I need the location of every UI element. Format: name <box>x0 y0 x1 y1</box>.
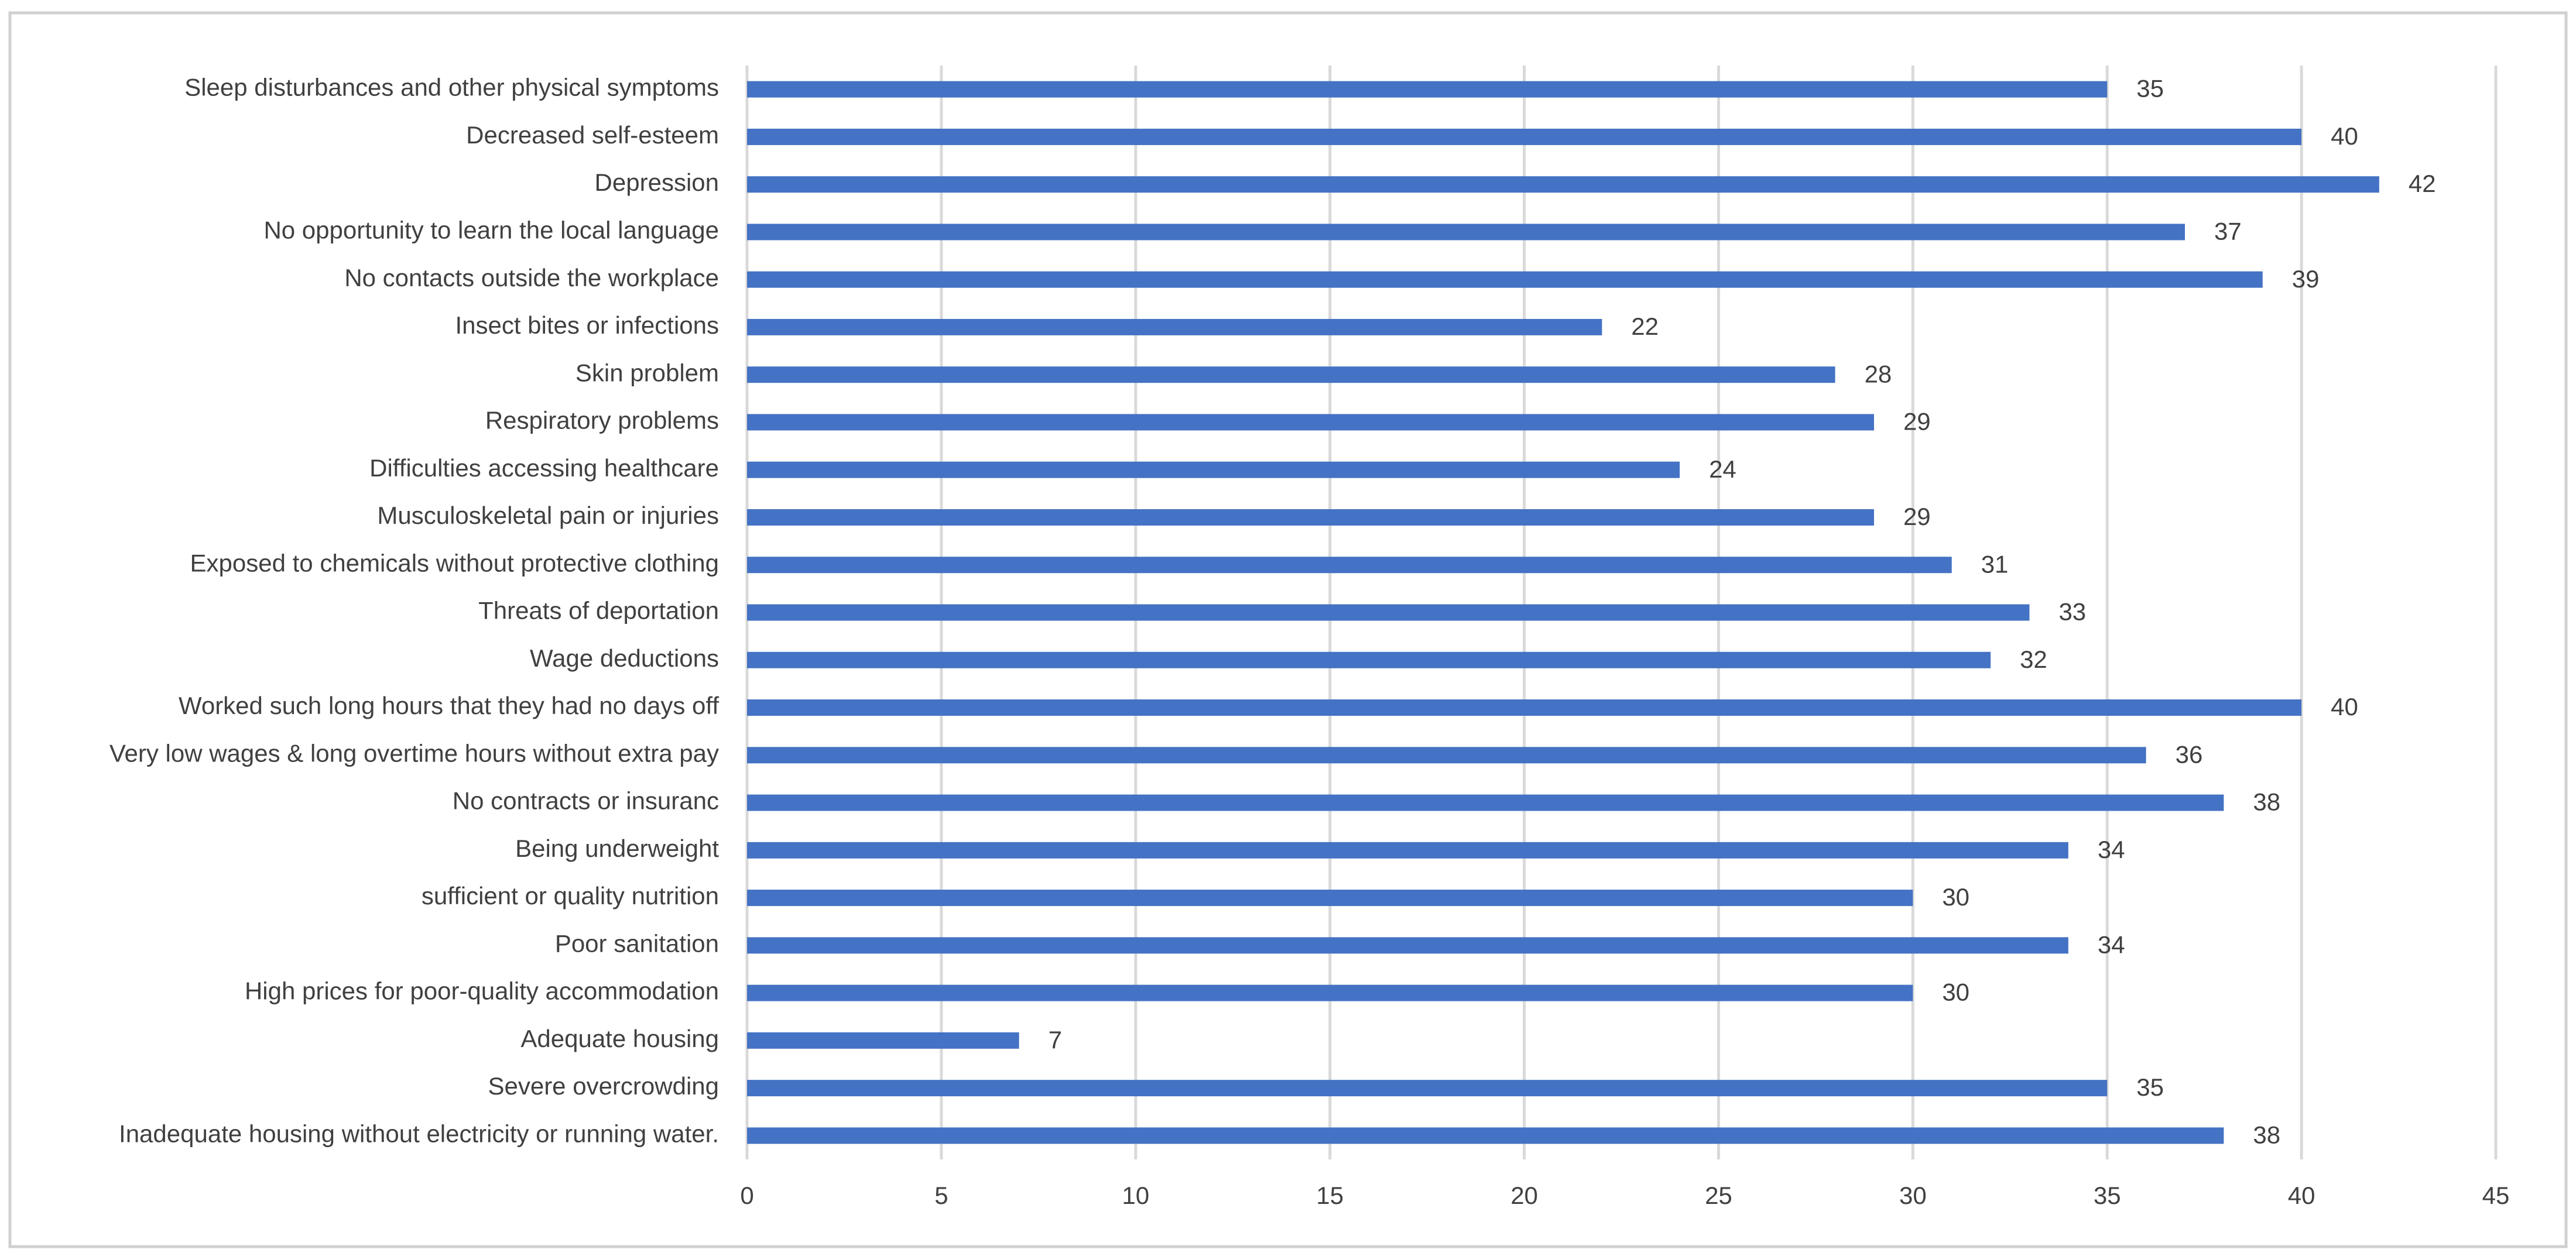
x-tick-label: 15 <box>1316 1182 1344 1209</box>
bar <box>747 461 1680 478</box>
y-tick-label: Insect bites or infections <box>455 311 719 339</box>
data-label: 34 <box>2098 931 2125 958</box>
bar <box>747 984 1913 1001</box>
bar <box>747 794 2224 811</box>
bar <box>747 271 2263 288</box>
y-tick-label: Musculoskeletal pain or injuries <box>377 502 719 529</box>
y-tick-label: Adequate housing <box>520 1025 719 1052</box>
y-tick-label: Decreased self-esteem <box>466 121 719 149</box>
y-tick-label: Inadequate housing without electricity o… <box>119 1120 719 1147</box>
y-tick-label: High prices for poor-quality accommodati… <box>245 977 719 1005</box>
data-label: 38 <box>2253 1121 2280 1148</box>
bar <box>747 842 2068 859</box>
bar <box>747 318 1602 335</box>
bar <box>747 890 1913 907</box>
y-tick-label: Poor sanitation <box>555 929 719 957</box>
data-label: 29 <box>1903 503 1931 530</box>
bar <box>747 128 2302 145</box>
bar <box>747 557 1952 574</box>
y-tick-label: Being underweight <box>515 835 719 862</box>
bar <box>747 651 1991 668</box>
data-label: 39 <box>2292 265 2320 293</box>
bar <box>747 81 2108 98</box>
y-tick-label: No opportunity to learn the local langua… <box>263 217 719 244</box>
data-label: 29 <box>1903 408 1931 435</box>
x-tick-label: 30 <box>1899 1182 1927 1209</box>
bar <box>747 1127 2224 1144</box>
data-label: 40 <box>2331 693 2358 720</box>
y-tick-label: Severe overcrowding <box>488 1072 719 1100</box>
bar <box>747 937 2068 954</box>
bar <box>747 699 2302 716</box>
data-label: 40 <box>2331 122 2358 150</box>
bar <box>747 604 2030 621</box>
x-tick-label: 5 <box>934 1182 948 1209</box>
x-tick-label: 35 <box>2094 1182 2121 1209</box>
y-tick-label: Threats of deportation <box>478 597 719 624</box>
bar <box>747 366 1835 383</box>
x-tick-label: 25 <box>1705 1182 1732 1209</box>
data-label: 38 <box>2253 788 2280 816</box>
data-label: 31 <box>1981 550 2009 578</box>
y-tick-label: Respiratory problems <box>485 407 719 434</box>
data-label: 35 <box>2136 75 2164 102</box>
bar <box>747 747 2146 764</box>
x-tick-label: 45 <box>2482 1182 2510 1209</box>
bar <box>747 509 1874 526</box>
data-label: 24 <box>1709 455 1736 483</box>
y-tick-label: No contacts outside the workplace <box>344 264 719 291</box>
bar <box>747 1032 1019 1049</box>
y-tick-label: No contracts or insuranc <box>453 787 719 815</box>
data-label: 28 <box>1865 360 1892 387</box>
bar <box>747 224 2185 241</box>
data-label: 37 <box>2214 218 2242 245</box>
bar <box>747 176 2379 193</box>
y-tick-label: sufficient or quality nutrition <box>422 882 719 910</box>
data-label: 32 <box>2020 646 2047 673</box>
x-tick-label: 0 <box>740 1182 753 1209</box>
y-tick-label: Skin problem <box>576 359 719 386</box>
chart-frame <box>8 11 2568 1248</box>
y-tick-label: Depression <box>595 169 719 196</box>
y-tick-label: Difficulties accessing healthcare <box>369 454 719 482</box>
y-tick-label: Wage deductions <box>530 644 719 672</box>
bar <box>747 1080 2108 1097</box>
data-label: 30 <box>1942 883 1969 911</box>
data-label: 42 <box>2409 170 2436 197</box>
y-tick-label: Sleep disturbances and other physical sy… <box>184 74 719 101</box>
x-tick-label: 20 <box>1510 1182 1538 1209</box>
bar <box>747 414 1874 431</box>
x-tick-label: 10 <box>1122 1182 1149 1209</box>
data-label: 35 <box>2136 1073 2164 1101</box>
data-label: 7 <box>1049 1026 1062 1053</box>
data-label: 34 <box>2098 836 2125 863</box>
data-label: 22 <box>1631 313 1659 340</box>
data-label: 36 <box>2176 740 2203 768</box>
data-label: 30 <box>1942 979 1969 1006</box>
y-tick-label: Very low wages & long overtime hours wit… <box>109 739 719 767</box>
x-tick-label: 40 <box>2288 1182 2315 1209</box>
y-tick-label: Exposed to chemicals without protective … <box>190 549 719 576</box>
data-label: 33 <box>2058 598 2086 626</box>
y-tick-label: Worked such long hours that they had no … <box>179 692 719 719</box>
